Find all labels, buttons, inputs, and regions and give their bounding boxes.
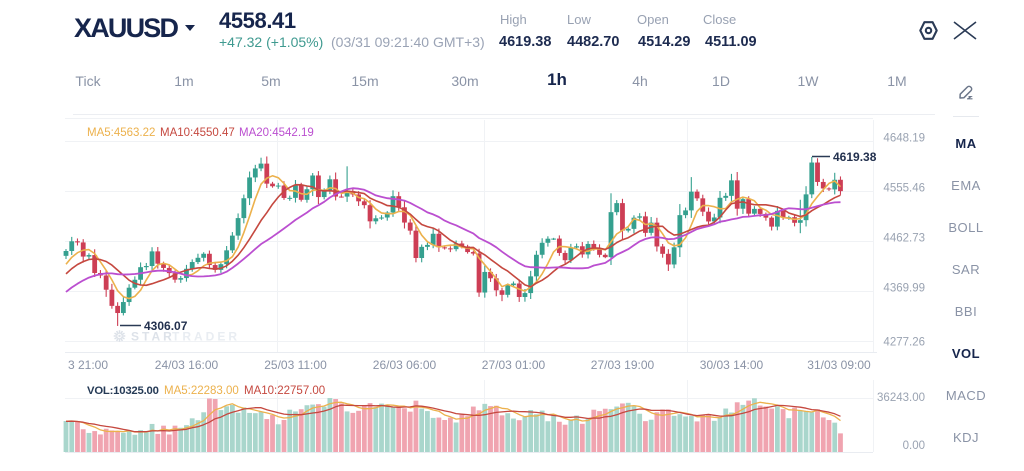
svg-text:27/03 01:00: 27/03 01:00: [482, 358, 546, 372]
svg-text:31/03 09:00: 31/03 09:00: [807, 358, 871, 372]
svg-text:26/03 06:00: 26/03 06:00: [373, 358, 437, 372]
svg-text:MA5:4563.22: MA5:4563.22: [87, 127, 155, 139]
svg-text:4277.26: 4277.26: [883, 337, 925, 349]
svg-text:36243.00: 36243.00: [877, 392, 925, 404]
svg-text:27/03 19:00: 27/03 19:00: [591, 358, 655, 372]
svg-text:STAR: STAR: [131, 330, 175, 344]
svg-text:4619.38: 4619.38: [833, 150, 877, 164]
svg-text:4369.99: 4369.99: [883, 283, 925, 295]
svg-text:MA10:4550.47: MA10:4550.47: [160, 127, 235, 139]
svg-text:MA5:22283.00: MA5:22283.00: [164, 385, 239, 397]
svg-text:MA20:4542.19: MA20:4542.19: [239, 127, 314, 139]
svg-text:MA10:22757.00: MA10:22757.00: [244, 385, 325, 397]
svg-text:0.00: 0.00: [903, 440, 925, 452]
svg-text:4462.73: 4462.73: [883, 233, 925, 245]
svg-text:30/03 14:00: 30/03 14:00: [700, 358, 764, 372]
svg-text:4555.46: 4555.46: [883, 183, 925, 195]
svg-text:24/03 16:00: 24/03 16:00: [155, 358, 219, 372]
svg-text:25/03 11:00: 25/03 11:00: [264, 358, 327, 372]
svg-text:TRADER: TRADER: [172, 330, 240, 344]
svg-text:VOL:10325.00: VOL:10325.00: [87, 385, 159, 397]
svg-text:4648.19: 4648.19: [883, 133, 925, 145]
svg-text:4306.07: 4306.07: [144, 319, 188, 333]
svg-text:3 21:00: 3 21:00: [68, 358, 108, 372]
